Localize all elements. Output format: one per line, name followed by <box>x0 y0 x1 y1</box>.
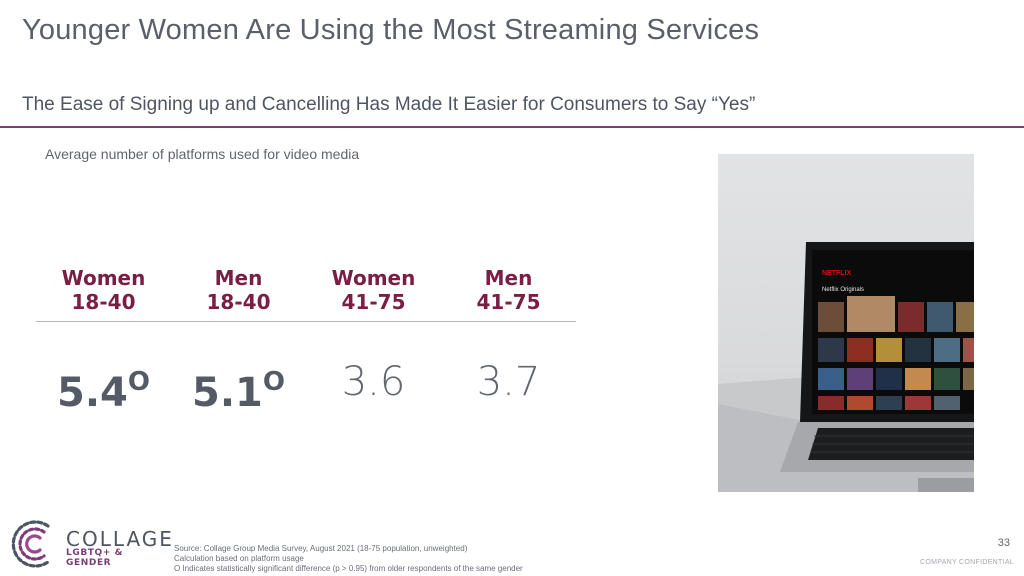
confidential-label: COMPANY CONFIDENTIAL <box>919 559 1014 566</box>
slide-subtitle: The Ease of Signing up and Cancelling Ha… <box>22 94 756 115</box>
laptop-illustration: NETFLIX Netflix Originals <box>718 242 974 492</box>
logo-tagline: LGBTQ+ & GENDER <box>66 548 124 568</box>
keyboard-keys <box>810 435 974 453</box>
value-number: 5.4 <box>57 370 128 416</box>
logo-name: COLLAGE <box>66 527 174 551</box>
segment-header-line1: Women <box>61 266 146 290</box>
source-line-1: Source: Collage Group Media Survey, Augu… <box>174 544 468 553</box>
value-women-18-40: 5.4O <box>36 358 171 417</box>
chart-caption: Average number of platforms used for vid… <box>45 146 360 162</box>
segment-header-women-41-75: Women 41-75 <box>306 266 441 321</box>
value-number: 3.6 <box>341 359 406 405</box>
significance-marker: O <box>127 367 150 397</box>
poster-row-4 <box>818 396 960 410</box>
segment-header-men-41-75: Men 41-75 <box>441 266 576 321</box>
source-line-3: O Indicates statistically significant di… <box>174 564 523 573</box>
poster-row-3 <box>818 368 974 390</box>
page-number: 33 <box>997 537 1010 549</box>
value-women-41-75: 3.6 <box>306 358 441 417</box>
segment-header-line1: Women <box>331 266 416 290</box>
significance-marker: O <box>262 367 285 397</box>
collage-logo-mark-icon <box>11 520 50 568</box>
source-line-2: Calculation based on platform usage <box>174 554 304 563</box>
source-notes: Source: Collage Group Media Survey, Augu… <box>174 544 523 574</box>
value-number: 3.7 <box>476 359 541 405</box>
netflix-logo: NETFLIX <box>822 270 851 277</box>
segment-header-men-18-40: Men 18-40 <box>171 266 306 321</box>
screen-row-title: Netflix Originals <box>822 287 864 293</box>
value-men-41-75: 3.7 <box>441 358 576 417</box>
poster-row-1 <box>818 296 974 332</box>
segment-header-row: Women 18-40 Men 18-40 Women 41-75 Men 41… <box>36 266 576 322</box>
segment-header-line1: Men <box>214 266 263 290</box>
segment-header-women-18-40: Women 18-40 <box>36 266 171 321</box>
header-divider <box>0 126 1024 128</box>
value-number: 5.1 <box>192 370 263 416</box>
segment-header-line2: 18-40 <box>206 290 271 314</box>
segment-header-line2: 18-40 <box>71 290 136 314</box>
slide-title: Younger Women Are Using the Most Streami… <box>22 14 760 46</box>
segment-table: Women 18-40 Men 18-40 Women 41-75 Men 41… <box>36 266 576 417</box>
segment-header-line2: 41-75 <box>341 290 406 314</box>
segment-header-line1: Men <box>484 266 533 290</box>
collage-logo: COLLAGE LGBTQ+ & GENDER <box>8 514 172 574</box>
laptop-photo: NETFLIX Netflix Originals <box>718 154 974 492</box>
segment-header-line2: 41-75 <box>476 290 541 314</box>
segment-values-row: 5.4O 5.1O 3.6 3.7 <box>36 358 576 417</box>
value-men-18-40: 5.1O <box>171 358 306 417</box>
poster-row-2 <box>818 338 974 362</box>
trackpad-edge <box>918 478 974 492</box>
